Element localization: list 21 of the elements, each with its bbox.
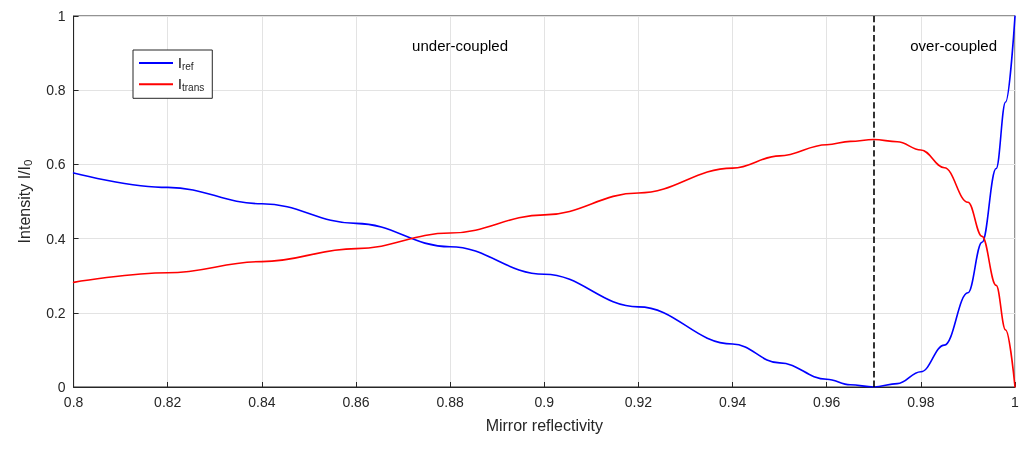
x-tick-label: 0.9 xyxy=(534,394,555,410)
y-axis-title: Intensity I/I0 xyxy=(15,159,34,244)
y-tick-label: 0.2 xyxy=(46,304,66,321)
x-tick-label: 0.84 xyxy=(248,394,276,410)
y-tick-label: 1 xyxy=(57,8,66,24)
x-tick-label: 1 xyxy=(1011,394,1020,410)
x-tick-label: 0.82 xyxy=(154,394,182,410)
annotation: under-coupled xyxy=(412,37,509,54)
y-tick-label: 0.6 xyxy=(46,156,66,173)
x-tick-label: 0.86 xyxy=(342,394,370,410)
y-tick-label: 0.8 xyxy=(46,82,66,99)
annotation: over-coupled xyxy=(910,37,997,54)
x-tick-label: 0.94 xyxy=(718,394,747,410)
x-tick-label: 0.88 xyxy=(436,394,464,410)
x-tick-label: 0.98 xyxy=(907,394,935,410)
x-axis-title: Mirror reflectivity xyxy=(485,416,603,434)
x-tick-label: 0.96 xyxy=(813,394,841,410)
y-tick-label: 0 xyxy=(57,379,66,395)
x-tick-label: 0.92 xyxy=(624,394,653,410)
y-tick-label: 0.4 xyxy=(46,230,66,247)
line-series xyxy=(72,15,1016,388)
